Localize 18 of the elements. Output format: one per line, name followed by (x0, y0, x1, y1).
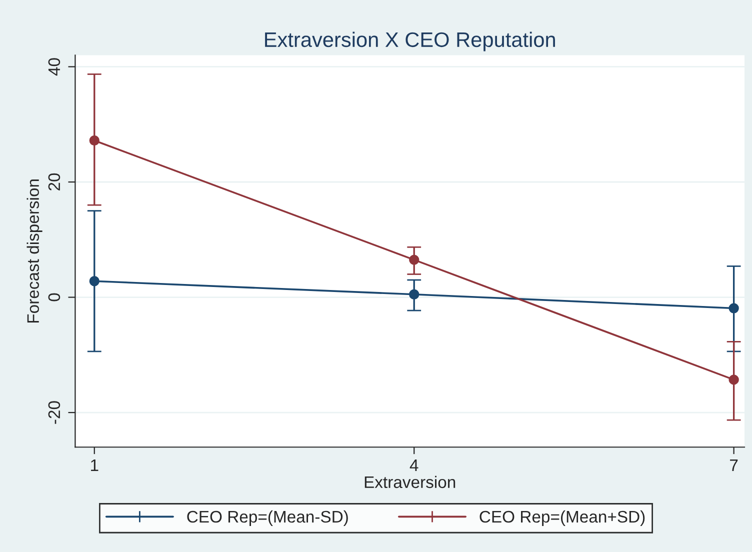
y-tick-label: -20 (48, 401, 60, 424)
chart-title: Extraversion X CEO Reputation (265, 32, 555, 52)
y-tick-label: 20 (48, 173, 60, 190)
y-tick-label: 40 (48, 58, 60, 76)
point (89, 276, 100, 286)
point (89, 135, 100, 146)
x-tick-label: 1 (91, 460, 98, 472)
legend-label: CEO Rep=(Mean+SD) (480, 510, 645, 526)
point (409, 254, 420, 265)
legend-label: CEO Rep=(Mean-SD) (187, 510, 348, 526)
y-axis-title: Forecast dispersion (26, 180, 42, 323)
point (728, 374, 739, 385)
point (409, 289, 420, 300)
x-tick-label: 4 (410, 460, 418, 472)
x-tick-label: 7 (730, 460, 738, 472)
point (728, 303, 739, 314)
x-axis-title: Extraversion (364, 476, 456, 488)
y-tick-label: 0 (48, 293, 60, 302)
